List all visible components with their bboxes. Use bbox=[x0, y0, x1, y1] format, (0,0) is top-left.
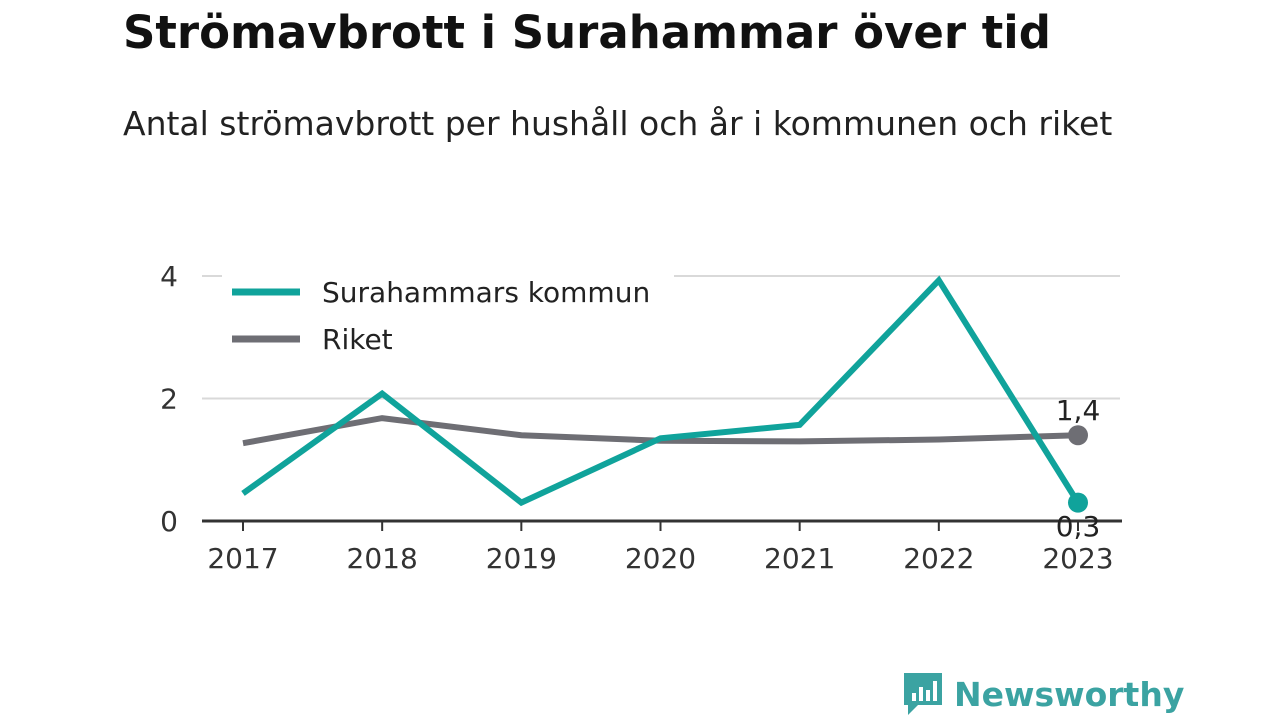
legend-background bbox=[222, 268, 674, 360]
y-tick-label: 0 bbox=[160, 505, 178, 538]
series-line-surahammar bbox=[241, 275, 1081, 507]
series-endpoint-riket bbox=[1068, 425, 1088, 446]
x-tick-label: 2023 bbox=[1042, 542, 1113, 575]
series-endpoint-surahammar bbox=[1068, 492, 1088, 513]
end-label-riket: 1,4 bbox=[1056, 394, 1101, 427]
x-tick-label: 2018 bbox=[347, 542, 418, 575]
end-label-surahammar: 0,3 bbox=[1056, 510, 1101, 543]
x-tick-label: 2021 bbox=[764, 542, 835, 575]
newsworthy-logo-icon bbox=[904, 673, 942, 715]
y-tick-label: 2 bbox=[160, 383, 178, 416]
x-tick-label: 2017 bbox=[207, 542, 278, 575]
brand-name: Newsworthy bbox=[954, 674, 1185, 714]
end-labels: 1,4 0,3 bbox=[1056, 394, 1101, 543]
y-tick-label: 4 bbox=[160, 260, 178, 293]
chart-subtitle: Antal strömavbrott per hushåll och år i … bbox=[123, 104, 1113, 143]
series bbox=[241, 275, 1088, 513]
legend-label-riket: Riket bbox=[322, 323, 393, 356]
x-tick-label: 2022 bbox=[903, 542, 974, 575]
legend: Surahammars kommun Riket bbox=[222, 268, 674, 360]
x-tick-label: 2020 bbox=[625, 542, 696, 575]
chart-title: Strömavbrott i Surahammar över tid bbox=[123, 6, 1051, 59]
newsworthy-brand: Newsworthy bbox=[902, 670, 1184, 718]
x-tick-label: 2019 bbox=[486, 542, 557, 575]
legend-label-surahammar: Surahammars kommun bbox=[322, 276, 650, 309]
axes: 0 2 4 2017 2018 2019 2020 2021 2022 2023 bbox=[160, 260, 1122, 575]
